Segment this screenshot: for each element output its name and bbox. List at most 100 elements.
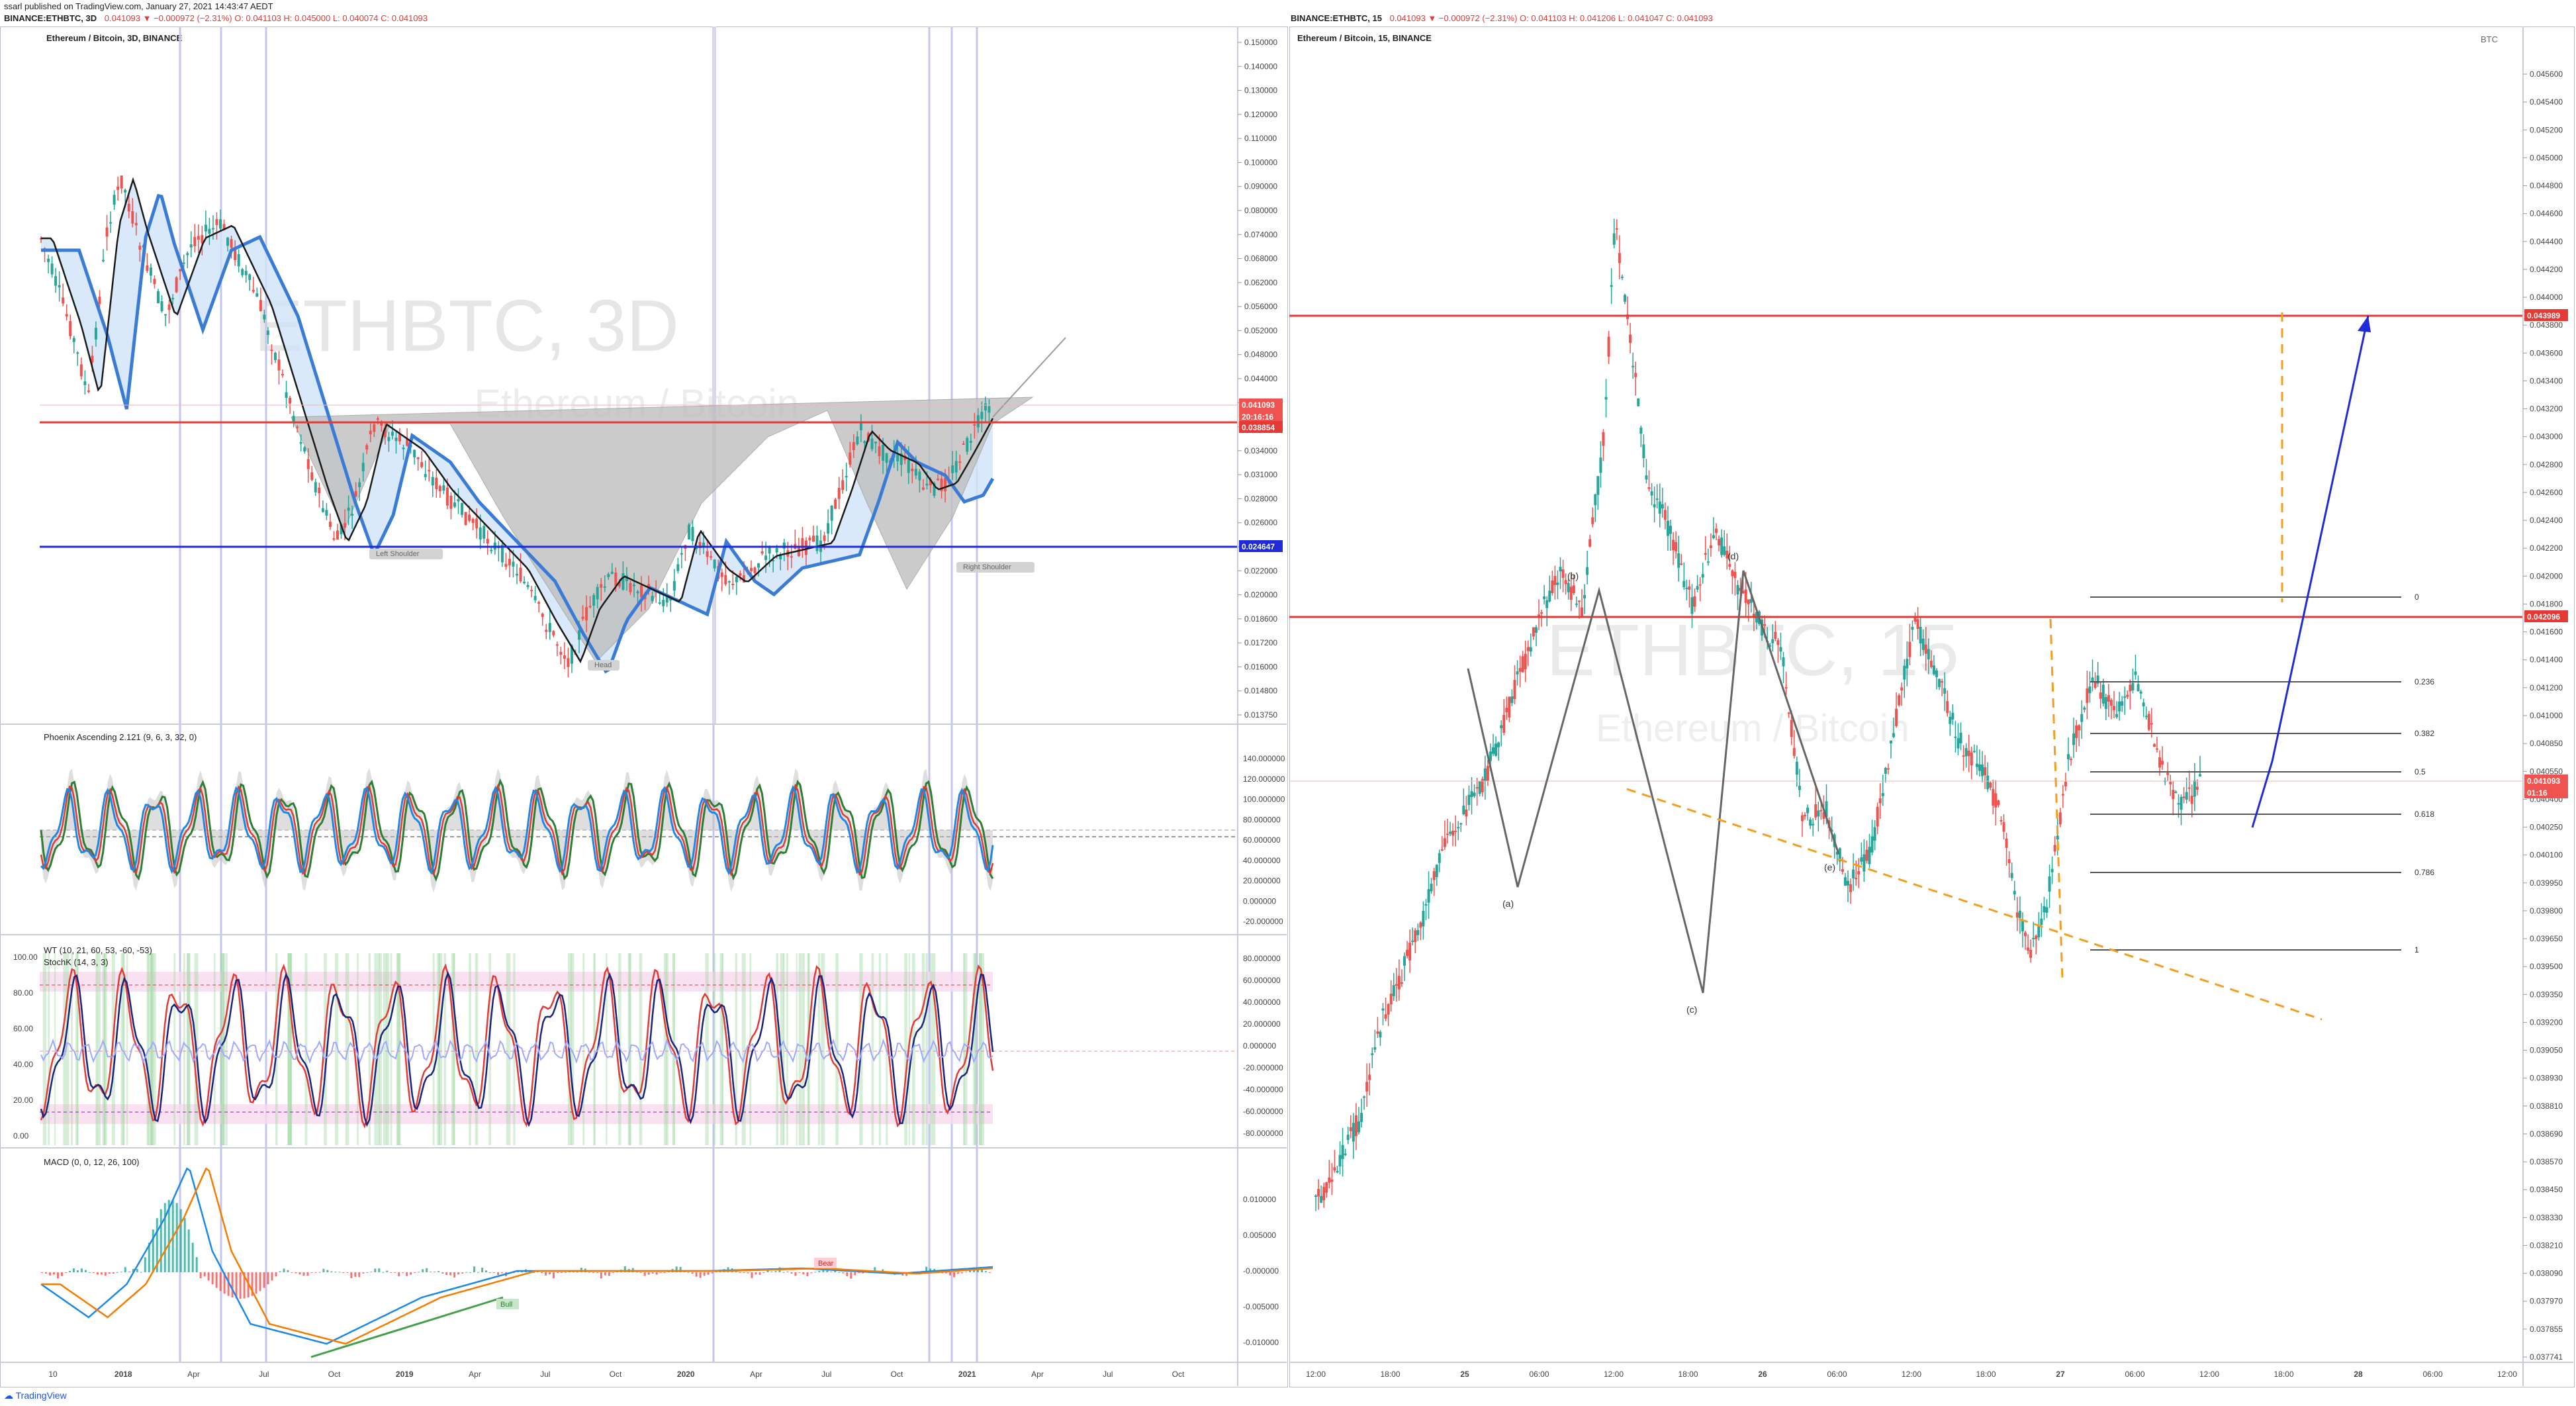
candle-body	[578, 630, 581, 640]
wt-signal-bar	[798, 953, 802, 1145]
wt-signal-bar	[705, 953, 709, 1145]
candle-body	[179, 269, 182, 271]
candle-body	[1338, 1154, 1342, 1167]
candle-body	[1551, 581, 1554, 594]
candle-body	[1835, 851, 1839, 855]
macd-histogram-bar	[699, 1272, 702, 1278]
macd-histogram-bar	[874, 1267, 876, 1272]
candle-body	[1852, 869, 1855, 878]
wt-signal-bar	[508, 953, 511, 1145]
left-chart-title: Ethereum / Bitcoin, 3D, BINANCE	[46, 33, 182, 43]
candle-body	[1744, 589, 1747, 603]
macd-histogram-bar	[639, 1272, 642, 1273]
price-tick-label: 0.039800	[2530, 906, 2563, 915]
pattern-label-bg	[369, 549, 443, 559]
candle-body	[1569, 586, 1573, 600]
macd-histogram-bar	[80, 1268, 83, 1272]
macd-histogram-bar	[743, 1272, 745, 1273]
price-tick-label: 0.020000	[1244, 590, 1277, 600]
candle-body	[1395, 984, 1398, 986]
right-axes: 0.045600 0.045400 0.045200 0.045000 0.044800…	[1289, 26, 2573, 1386]
target-tag-bg	[2524, 309, 2568, 321]
pattern-label-bg	[956, 562, 1035, 573]
candle-body	[2010, 872, 2013, 878]
candle-body	[83, 381, 87, 385]
candle-body	[1943, 688, 1947, 694]
macd-histogram-bar	[195, 1257, 198, 1272]
macd-histogram-bar	[663, 1272, 666, 1273]
macd-histogram-bar	[41, 1272, 43, 1273]
price-tick-label: 0.044200	[2530, 265, 2563, 274]
candle-body	[1534, 627, 1538, 633]
left-chart[interactable]: Ethereum / Bitcoin, 3D, BINANCE ETHBTC, …	[0, 26, 1287, 1386]
fib-level-label: 0.786	[2415, 868, 2434, 877]
candle-body	[164, 314, 167, 316]
price-tick-label: 0.017200	[1244, 638, 1277, 647]
price-tick-label: 0.074000	[1244, 230, 1277, 239]
right-chart[interactable]: Ethereum / Bitcoin, 15, BINANCE BTC ETHB…	[1289, 26, 2573, 1386]
wt-signal-bar	[911, 953, 915, 1145]
candle-body	[201, 235, 204, 244]
candle-body	[2137, 684, 2140, 692]
candle-body	[50, 263, 54, 275]
candle-body	[1588, 539, 1592, 547]
lower-trendline	[1626, 788, 2323, 1021]
candle-body	[1675, 541, 1678, 551]
candle-body	[1596, 476, 1600, 495]
candle-body	[640, 585, 643, 598]
macd-histogram-bar	[390, 1272, 392, 1273]
candle-body	[1406, 949, 1409, 957]
macd-histogram-bar	[862, 1272, 864, 1274]
wave-label: (c)	[1686, 1004, 1697, 1015]
left-time-tick: Oct	[610, 1370, 622, 1379]
right-time-tick: 26	[1758, 1370, 1767, 1379]
wt-signal-bar	[390, 953, 392, 1145]
candle-body	[500, 544, 504, 563]
macd-histogram-bar	[949, 1272, 952, 1276]
candle-body	[1416, 929, 1420, 935]
pattern-label-bg	[588, 660, 620, 671]
price-tick-label: 0.044000	[2530, 293, 2563, 302]
wt-signal-bar	[663, 953, 667, 1145]
candle-body	[244, 271, 248, 275]
candle-body	[1984, 767, 1987, 776]
candle-body	[1696, 586, 1699, 590]
left-vertical-markers	[179, 26, 978, 1362]
candle-body	[1344, 1153, 1347, 1155]
price-tick-label: 0.040550	[2530, 767, 2563, 776]
macd-histogram-bar	[532, 1272, 535, 1273]
candle-body	[772, 559, 775, 561]
price-tick-label: 0.043400	[2530, 376, 2563, 385]
right-time-tick: 06:00	[2125, 1370, 2144, 1379]
wt-left-tick: 40.00	[13, 1060, 33, 1069]
candle-body	[2155, 748, 2158, 750]
candle-body	[600, 584, 603, 588]
wt-right-tick: 20.000000	[1243, 1019, 1281, 1029]
candle-body	[2182, 796, 2185, 798]
macd-histogram-bar	[406, 1272, 408, 1276]
candle-body	[464, 512, 467, 526]
candle-body	[340, 524, 343, 535]
candle-body	[457, 499, 460, 502]
price-tick-label: 0.018600	[1244, 614, 1277, 624]
wt-signal-bar	[571, 953, 575, 1145]
key-level-tag: 0.042096	[2527, 612, 2560, 622]
left-time-tick: Apr	[187, 1370, 200, 1379]
price-tick-label: 0.041400	[2530, 655, 2563, 665]
candle-body	[1336, 1171, 1339, 1173]
macd-histogram-bar	[163, 1203, 166, 1272]
macd-histogram-bar	[485, 1270, 488, 1272]
candle-body	[1333, 1167, 1336, 1171]
macd-histogram-bar	[104, 1272, 107, 1276]
price-tick-label: 0.120000	[1244, 110, 1277, 119]
wt-signal-bar	[451, 953, 455, 1145]
candle-body	[1443, 838, 1446, 847]
price-tick-label: 0.039650	[2530, 934, 2563, 943]
right-time-tick: 06:00	[2422, 1370, 2442, 1379]
candle-body	[2080, 714, 2084, 722]
stoch-red-line	[40, 963, 994, 1129]
left-price-pane: Left Shoulder Head Right Shoulder	[40, 175, 1238, 678]
candle-body	[1403, 956, 1406, 966]
footer-brand[interactable]: ☁ TradingView	[4, 1390, 67, 1401]
elliott-zigzag	[1467, 570, 1840, 994]
